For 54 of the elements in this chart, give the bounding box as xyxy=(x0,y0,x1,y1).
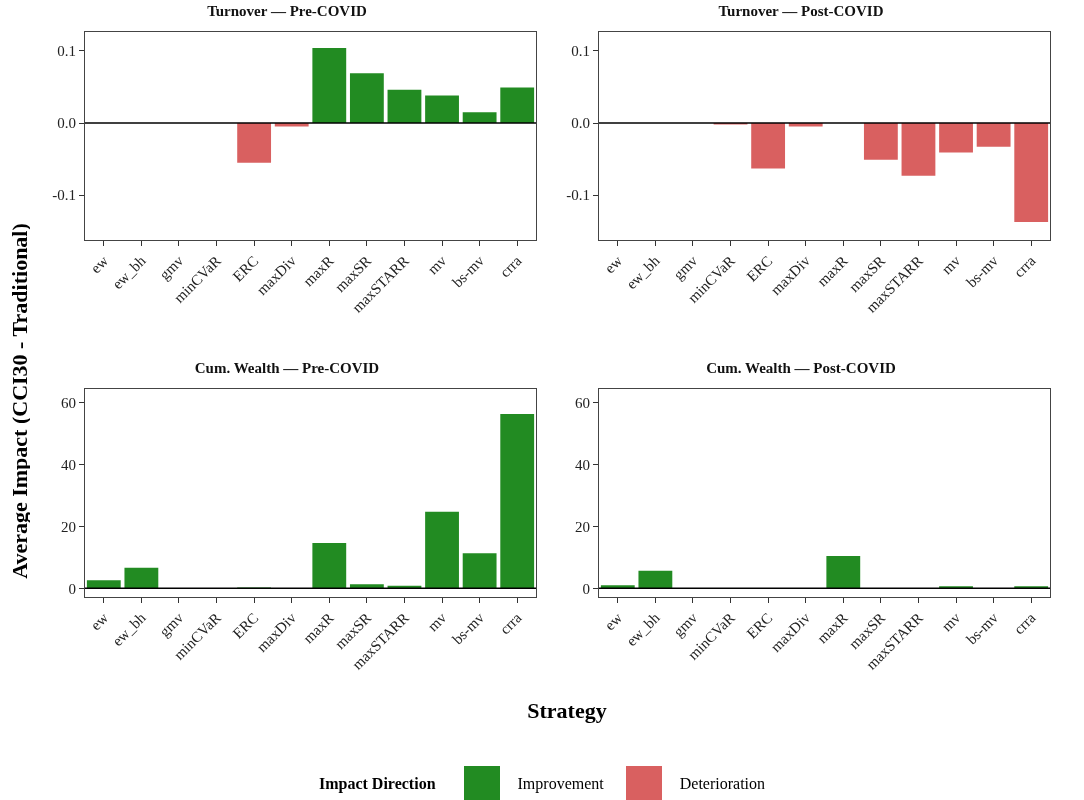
y-tick-label: 0.1 xyxy=(571,43,590,60)
bar xyxy=(826,556,861,589)
bar xyxy=(939,586,973,589)
bar xyxy=(1014,586,1049,589)
bar xyxy=(349,584,384,589)
bar xyxy=(237,123,272,163)
bar xyxy=(86,580,121,589)
bar xyxy=(500,87,535,123)
x-tick-label: mv xyxy=(938,609,964,635)
y-tick-label: 40 xyxy=(575,456,590,473)
chart-title: Cum. Wealth — Pre-COVID xyxy=(194,359,380,376)
y-tick-label: 60 xyxy=(575,394,590,411)
bar xyxy=(312,47,347,123)
y-axis-title: Average Impact (CCI30 - Traditional) xyxy=(7,222,33,581)
bar xyxy=(124,567,159,589)
chart-title: Cum. Wealth — Post-COVID xyxy=(706,359,897,376)
bar xyxy=(462,553,497,589)
bar xyxy=(312,543,347,589)
x-tick-label: mv xyxy=(938,252,964,278)
x-axis-title: Strategy xyxy=(526,698,608,724)
legend-label: Deterioration xyxy=(679,775,766,793)
y-tick-label: 20 xyxy=(61,518,76,535)
y-tick-label: 0 xyxy=(582,580,590,597)
x-tick-label: crra xyxy=(496,609,525,638)
y-tick-label: 0.1 xyxy=(57,43,76,60)
y-tick-label: 40 xyxy=(61,456,76,473)
y-tick-label: 0.0 xyxy=(57,115,76,132)
bar xyxy=(638,570,673,589)
bar xyxy=(387,89,422,123)
y-tick-label: -0.1 xyxy=(52,187,76,204)
y-tick-label: 60 xyxy=(61,394,76,411)
chart-title: Turnover — Post-COVID xyxy=(718,2,884,19)
x-tick-label: mv xyxy=(424,609,450,635)
y-tick-label: 0.0 xyxy=(571,115,590,132)
y-tick-label: 20 xyxy=(575,518,590,535)
y-tick-label: 0 xyxy=(68,580,76,597)
x-tick-label: mv xyxy=(424,252,450,278)
x-tick-label: crra xyxy=(496,252,525,281)
legend-label: Improvement xyxy=(517,775,604,793)
x-tick-label: crra xyxy=(1010,252,1039,281)
legend-title: Impact Direction xyxy=(318,775,436,793)
x-tick-label: ew xyxy=(87,609,112,634)
x-tick-label: crra xyxy=(1010,609,1039,638)
x-tick-label: ew xyxy=(87,252,112,277)
bar xyxy=(462,112,497,123)
bar xyxy=(600,585,635,589)
x-tick-label: ew xyxy=(601,252,626,277)
chart-title: Turnover — Pre-COVID xyxy=(207,2,368,19)
y-tick-label: -0.1 xyxy=(566,187,590,204)
x-tick-label: ew xyxy=(601,609,626,634)
bar xyxy=(500,414,535,589)
bar xyxy=(349,73,384,123)
bar xyxy=(425,511,459,589)
bar xyxy=(425,95,459,123)
